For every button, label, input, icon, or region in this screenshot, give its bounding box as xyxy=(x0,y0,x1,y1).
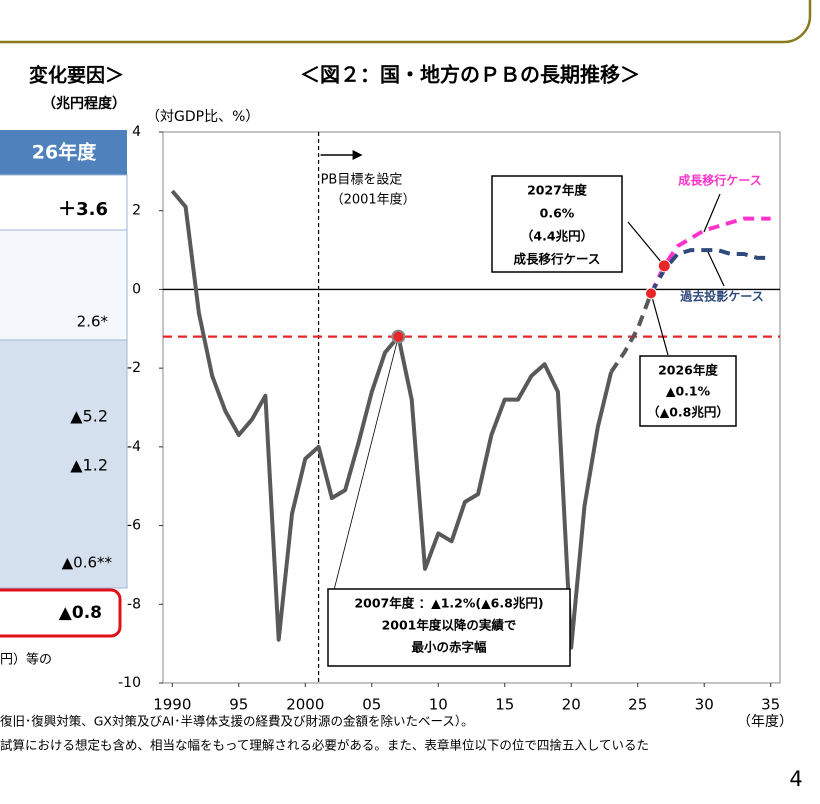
x-axis-label: （年度） xyxy=(737,714,793,730)
series-label: 過去投影ケース xyxy=(679,289,763,304)
x-tick-label: 25 xyxy=(628,696,647,714)
table-title: 変化要因＞ xyxy=(29,64,124,87)
callout-box xyxy=(491,175,623,273)
footnote: 試算における想定も含め、相当な幅をもって理解される必要がある。また、表章単位以下… xyxy=(0,738,649,753)
callout-text: 2007年度 ：▲1.2%(▲6.8兆円) xyxy=(354,596,543,611)
y-tick-label: 2 xyxy=(132,203,141,219)
y-tick-label: -6 xyxy=(127,518,141,534)
y-axis-label: （対GDP比、%） xyxy=(146,109,259,125)
x-tick-label: 95 xyxy=(229,696,248,714)
y-tick-label: -10 xyxy=(118,675,141,691)
x-tick-label: 10 xyxy=(429,696,448,714)
top-box xyxy=(0,0,812,44)
table-highlight-box xyxy=(0,588,122,638)
leader xyxy=(703,193,721,233)
table-header: 26年度 xyxy=(32,141,97,164)
annotation: （2001年度） xyxy=(331,192,416,208)
callout-box xyxy=(327,588,571,667)
x-tick-label: 1990 xyxy=(153,696,191,714)
y-tick-label: -8 xyxy=(127,596,141,612)
table-cell: ▲0.6** xyxy=(62,554,113,572)
highlight-point xyxy=(645,287,658,300)
table-cell: ▲5.2 xyxy=(70,407,108,426)
leader xyxy=(627,221,665,267)
table-cell: ＋3.6 xyxy=(58,199,108,220)
highlight-point xyxy=(657,259,671,273)
callout-box xyxy=(639,355,737,427)
y-tick-label: -2 xyxy=(127,360,141,376)
annotation: PB目標を設定 xyxy=(321,172,403,188)
arrow-head xyxy=(352,150,363,160)
leader xyxy=(650,293,669,356)
footnote: 復旧･復興対策、GX対策及びAI･半導体支援の経費及び財源の金額を除いたベース）… xyxy=(0,714,474,729)
callout-text: 2001年度以降の実績で xyxy=(382,618,517,633)
series-line xyxy=(649,216,771,295)
callout-text: 2027年度 xyxy=(527,183,587,198)
table-row-bg xyxy=(0,174,128,231)
callout-text: 最小の赤字幅 xyxy=(411,640,487,655)
x-tick-label: 15 xyxy=(495,696,514,714)
y-tick-label: 0 xyxy=(132,281,141,297)
x-tick-label: 20 xyxy=(562,696,581,714)
table-cell: ▲0.8 xyxy=(59,603,102,623)
plot-frame xyxy=(162,131,781,684)
table-note: 円）等の xyxy=(0,652,52,668)
highlight-point xyxy=(391,329,406,344)
callout-text: ▲0.1% xyxy=(666,384,711,399)
table-header-bg xyxy=(0,130,127,175)
callout-text: （4.4兆円） xyxy=(521,229,593,244)
table-cell: ▲1.2 xyxy=(70,456,108,475)
series-line xyxy=(609,292,653,374)
chart-title: ＜図２：国・地方のＰＢの長期推移＞ xyxy=(300,63,640,87)
callout-text: 0.6% xyxy=(540,206,575,221)
x-tick-label: 35 xyxy=(761,696,780,714)
callout-text: （▲0.8兆円） xyxy=(647,405,729,420)
series-line xyxy=(170,189,614,650)
table-row-bg xyxy=(0,339,128,589)
series-line xyxy=(649,248,771,295)
table-unit: （兆円程度） xyxy=(42,95,126,112)
table-cell: 2.6* xyxy=(77,313,109,331)
x-tick-label: 30 xyxy=(695,696,714,714)
series-label: 成長移行ケース xyxy=(678,173,761,188)
y-tick-label: 4 xyxy=(132,124,141,140)
table-row-bg xyxy=(0,229,128,341)
callout-text: 2026年度 xyxy=(658,363,718,378)
y-tick-label: -4 xyxy=(127,439,141,455)
leader xyxy=(707,251,725,287)
callout-text: 成長移行ケース xyxy=(514,252,601,267)
leader xyxy=(333,336,399,591)
x-tick-label: 2000 xyxy=(286,696,324,714)
x-tick-label: 05 xyxy=(362,696,381,714)
page-number: 4 xyxy=(789,767,802,791)
